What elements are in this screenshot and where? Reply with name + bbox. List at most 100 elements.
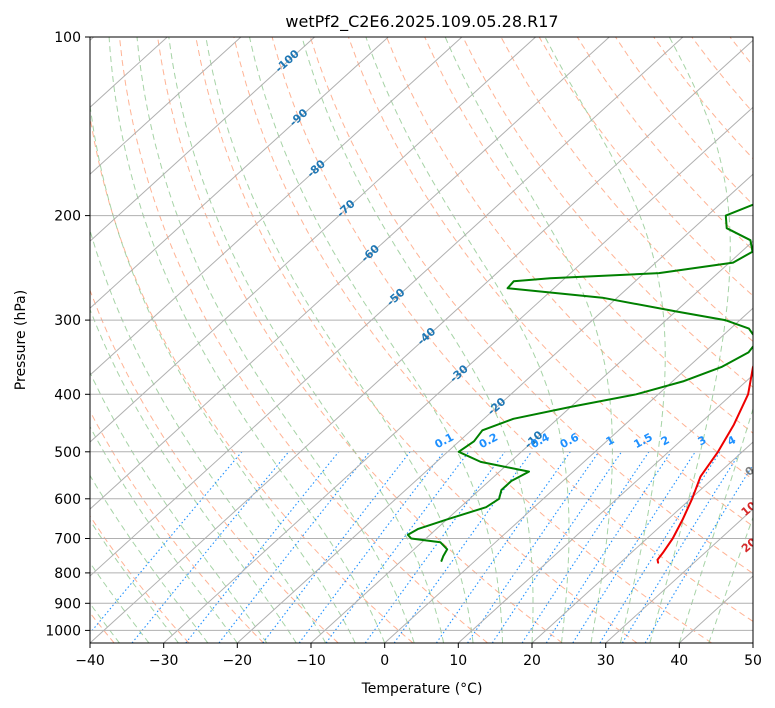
moist-adiabat-line [444, 37, 613, 643]
sounding-series [406, 203, 753, 564]
temperature-point [700, 475, 702, 477]
temperature-point [672, 537, 674, 540]
y-tick-label: 100 [54, 30, 81, 46]
moist-adiabat-line [90, 562, 150, 643]
dry-adiabat-line [90, 113, 414, 643]
dewpoint-point [726, 227, 728, 229]
isotherm-line [90, 37, 463, 376]
dry-adiabat-line [90, 410, 264, 643]
dewpoint-point [500, 489, 502, 491]
x-axis-ticks: −40 −30 −20 −10 0 10 20 30 40 50 [75, 643, 762, 669]
moist-adiabat-line [108, 37, 386, 643]
y-tick-label: 700 [54, 532, 81, 548]
x-tick-label: 0 [380, 653, 389, 669]
dry-adiabat-line [119, 37, 488, 643]
moist-adiabat-line [90, 228, 327, 643]
mixing-ratio-line [325, 451, 470, 643]
x-tick-label: 30 [597, 653, 615, 669]
dewpoint-point [720, 366, 722, 368]
dewpoint-point [507, 287, 509, 289]
temperature-point [656, 559, 659, 561]
dewpoint-point [446, 518, 448, 521]
isotherm-line [163, 106, 753, 643]
mixing-ratio-line [491, 451, 623, 643]
dewpoint-point [513, 280, 515, 282]
dewpoint-point [747, 351, 750, 353]
dewpoint-point [658, 272, 660, 274]
x-tick-label: 40 [670, 653, 688, 669]
x-tick-label: −10 [296, 653, 326, 669]
dewpoint-point [725, 215, 727, 217]
x-tick-label: 10 [449, 653, 467, 669]
y-tick-label: 800 [54, 566, 81, 582]
isotherm-line [90, 37, 610, 510]
dewpoint-point [498, 498, 500, 500]
isotherm-line [457, 374, 753, 643]
moist-adiabat-line [90, 425, 238, 643]
y-tick-label: 500 [54, 445, 81, 461]
mixing-ratio-line [644, 463, 753, 643]
dewpoint-point [675, 310, 677, 312]
dry-adiabat-line [347, 37, 753, 527]
temperature-point [733, 424, 735, 426]
dewpoint-point [528, 471, 530, 473]
mixing-ratio-line [185, 451, 340, 643]
dewpoint-point [473, 440, 475, 442]
isotherm-line [90, 37, 242, 175]
x-tick-label: −30 [149, 653, 179, 669]
x-tick-label: 20 [523, 653, 541, 669]
plot-frame [89, 36, 754, 644]
mixing-ratio-line [521, 451, 650, 643]
dewpoint-point [485, 506, 487, 508]
y-tick-label: 600 [54, 492, 81, 508]
dewpoint-point [446, 548, 448, 550]
moist-adiabat-line [90, 519, 179, 643]
mixing-ratio-line [545, 451, 672, 643]
dewpoint-point [410, 537, 412, 540]
dewpoint-point [724, 319, 726, 321]
dewpoint-point [749, 239, 752, 241]
dewpoint-point [512, 418, 515, 420]
dewpoint-point [635, 393, 637, 395]
dewpoint-point [442, 555, 444, 557]
mixing-ratio-line [435, 451, 571, 643]
mixing-ratio-line [621, 451, 741, 643]
dewpoint-point [570, 406, 572, 408]
isotherm-line [384, 307, 753, 643]
y-tick-label: 200 [54, 209, 81, 225]
moist-adiabat-line [649, 37, 731, 643]
moist-adiabat-line [90, 371, 268, 643]
moist-adiabat-label: 0 [743, 464, 757, 479]
temperature-point [662, 552, 664, 554]
y-axis-ticks: 100 200 300 400 500 600 700 800 900 1000 [45, 30, 90, 639]
moist-adiabat-line [168, 37, 445, 643]
moist-adiabat-line [544, 37, 666, 643]
dewpoint-point [417, 528, 419, 530]
dewpoint-point [480, 461, 482, 463]
moist-adiabat-line [249, 37, 503, 643]
temperature-point [717, 451, 719, 453]
dewpoint-point [601, 297, 604, 299]
temperature-point [682, 518, 684, 521]
moist-adiabat-line [90, 308, 297, 643]
mixing-ratio-line [90, 451, 243, 634]
mixing-ratio-line [572, 451, 696, 643]
dewpoint-point [748, 328, 750, 330]
moist-adiabats [90, 37, 753, 643]
isotherm-gridlines [90, 37, 753, 643]
isotherm-line [90, 37, 315, 242]
isotherm-line [90, 37, 536, 443]
moist-adiabat-line [365, 37, 570, 643]
isotherm-line [90, 37, 389, 309]
chart-title: wetPf2_C2E6.2025.109.05.28.R17 [285, 12, 558, 32]
dry-adiabat-line [271, 37, 753, 622]
mixing-ratio-line [298, 451, 445, 643]
y-tick-label: 1000 [45, 623, 81, 639]
isotherm-line [531, 441, 753, 643]
dry-adiabat-line [90, 515, 190, 643]
isotherm-line [90, 39, 753, 643]
dewpoint-profile-line [406, 203, 753, 562]
dewpoint-point [458, 451, 460, 453]
